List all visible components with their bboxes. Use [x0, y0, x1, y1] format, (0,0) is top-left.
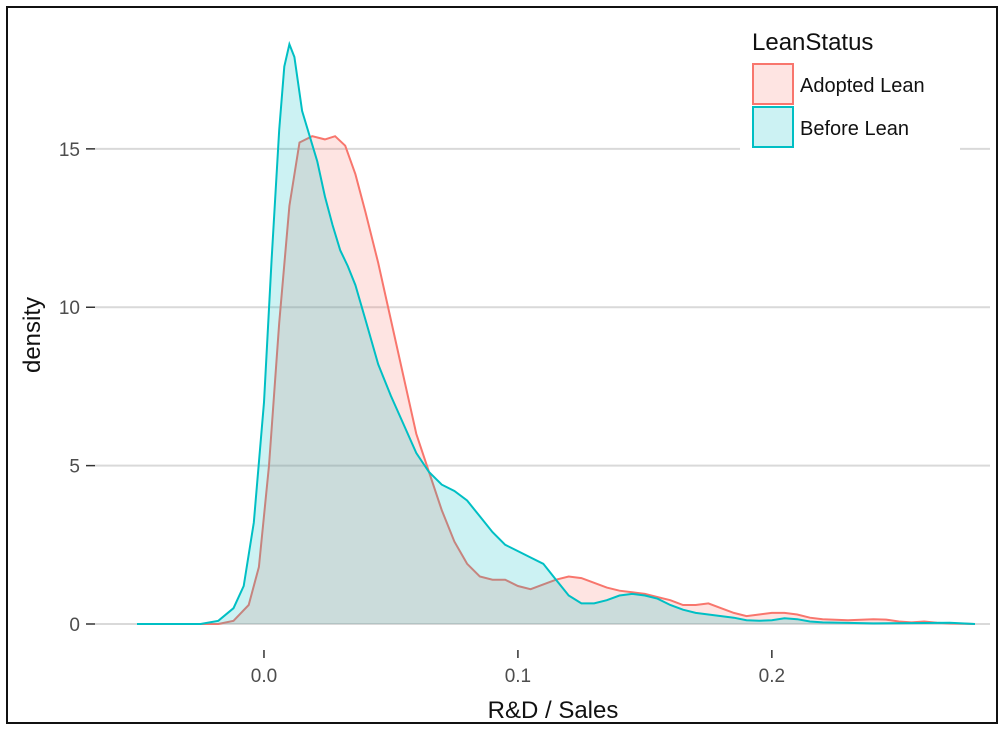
legend: LeanStatus Adopted Lean Before Lean	[740, 28, 960, 152]
x-tick-label: 0.2	[759, 666, 785, 687]
y-axis-title: density	[19, 297, 46, 373]
density-series	[137, 40, 976, 625]
before-lean-area	[137, 44, 975, 625]
y-tick-label: 5	[69, 457, 80, 478]
legend-label-before-lean: Before Lean	[800, 118, 909, 140]
legend-title: LeanStatus	[752, 29, 873, 56]
adopted-lean-area	[137, 136, 975, 624]
legend-background	[740, 28, 960, 152]
y-tick-label: 0	[69, 615, 80, 636]
legend-key-adopted-lean	[752, 63, 794, 105]
before-lean-line	[137, 40, 976, 625]
y-tick-label: 15	[59, 140, 80, 161]
grid-lines	[95, 147, 990, 625]
axes: R&D / Sales density 0 5 10 15 0.0 0.1 0.2	[19, 140, 785, 724]
adopted-lean-line	[137, 135, 976, 625]
y-tick-label: 10	[59, 298, 80, 319]
legend-key-before-lean	[752, 106, 794, 148]
x-tick-label: 0.1	[505, 666, 531, 687]
x-tick-label: 0.0	[251, 666, 277, 687]
legend-label-adopted-lean: Adopted Lean	[800, 75, 925, 97]
x-axis-title: R&D / Sales	[488, 697, 619, 724]
